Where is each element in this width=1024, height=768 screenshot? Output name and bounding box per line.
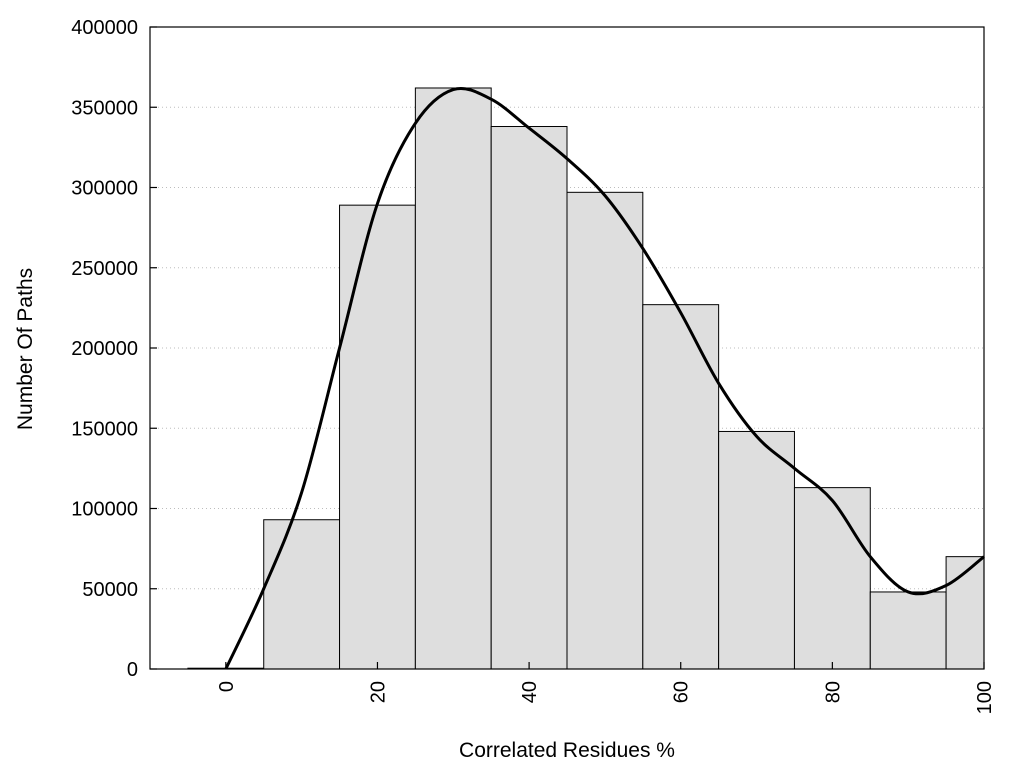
- x-tick-label: 60: [671, 681, 693, 703]
- y-tick-label: 350000: [71, 97, 138, 119]
- y-tick-label: 200000: [71, 338, 138, 360]
- histogram-bar: [339, 204, 416, 670]
- x-axis-ticks: 0 20 40 60 80 100: [216, 662, 996, 714]
- y-tick-label: 150000: [71, 418, 138, 440]
- histogram-bar: [263, 519, 341, 670]
- density-curve: [224, 87, 985, 670]
- y-tick-label: 300000: [71, 178, 138, 200]
- y-tick-label: 400000: [71, 17, 138, 39]
- histogram-bar: [869, 591, 947, 670]
- x-tick-label: 20: [367, 681, 389, 703]
- x-tick-label: 100: [974, 681, 996, 714]
- x-tick-label: 80: [822, 681, 844, 703]
- histogram-bar: [490, 126, 568, 670]
- x-axis-title: Correlated Residues %: [459, 739, 675, 762]
- y-tick-label: 50000: [82, 579, 138, 601]
- y-tick-label: 250000: [71, 258, 138, 280]
- histogram-bar: [414, 87, 492, 670]
- histogram-bar: [945, 556, 985, 670]
- bars: [187, 87, 985, 670]
- histogram-bar: [718, 430, 795, 670]
- y-tick-label: 0: [127, 659, 138, 681]
- histogram-bar: [566, 191, 644, 670]
- y-axis-title: Number Of Paths: [14, 268, 37, 430]
- y-axis-ticks: 0 50000 100000 150000 200000 250000 300000 3500…: [71, 17, 157, 681]
- histogram-bar: [793, 487, 871, 670]
- x-tick-label: 40: [519, 681, 541, 703]
- x-tick-label: 0: [216, 681, 238, 692]
- y-tick-label: 100000: [71, 499, 138, 521]
- histogram-bar: [642, 304, 720, 670]
